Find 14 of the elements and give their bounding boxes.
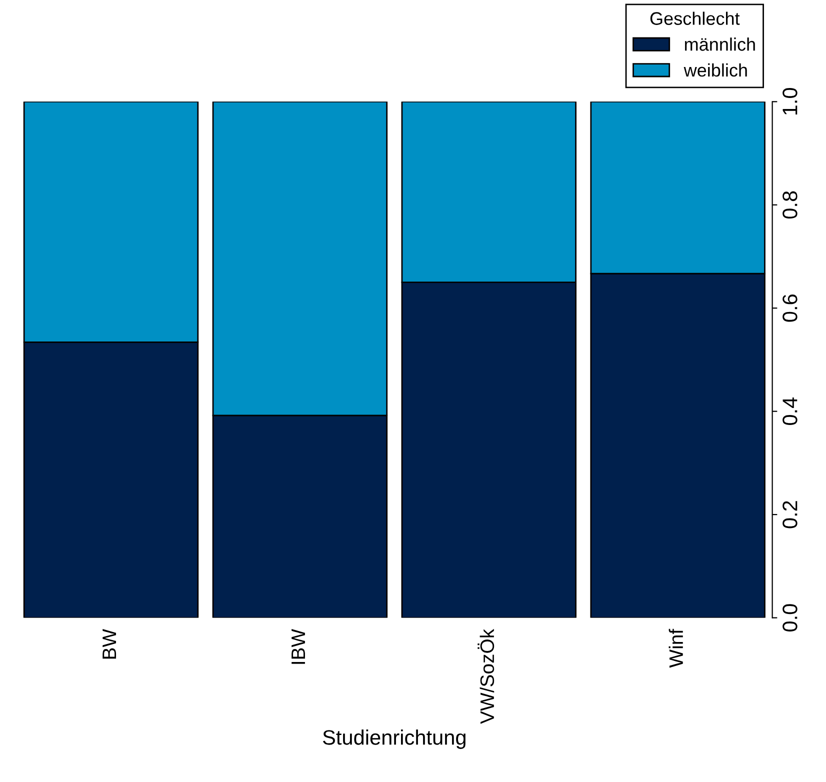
x-tick-label: Winf [668,628,683,668]
legend-label: weiblich [684,63,747,77]
legend-title: Geschlecht [650,12,740,25]
x-tick-label: IBW [292,628,305,664]
legend-label: männlich [685,38,755,51]
x-tick-label: VW/SozÖk [478,628,494,724]
y-tick-label: 0.2 [782,501,798,528]
y-tick-label: 0.0 [782,604,798,632]
y-tick-label: 0.6 [782,294,798,322]
x-axis-title: Studienrichtung [322,730,466,749]
y-tick-label: 0.4 [782,397,798,425]
x-tick-label: BW [102,628,116,659]
y-tick-label: 1.0 [782,88,798,115]
y-tick-label: 0.8 [782,191,798,219]
